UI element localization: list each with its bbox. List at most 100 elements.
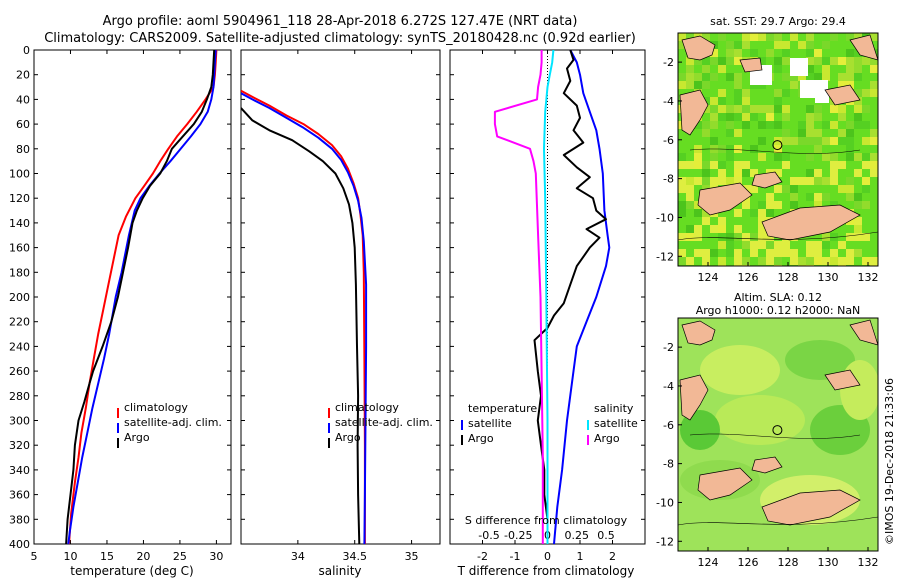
sst-cell (678, 201, 686, 209)
sst-cell (846, 57, 854, 65)
sst-cell (734, 225, 742, 233)
sst-cell (742, 169, 750, 177)
sst-cell (854, 225, 862, 233)
sst-cell (846, 145, 854, 153)
sst-cell (854, 193, 862, 201)
sst-cell (758, 225, 766, 233)
sst-cell (870, 161, 878, 169)
sst-cell (830, 177, 838, 185)
land-mass (739, 57, 763, 73)
sst-cell (822, 177, 830, 185)
sst-cell (854, 65, 862, 73)
sst-cell (694, 233, 702, 241)
sla-anomaly (840, 360, 878, 420)
sst-cell (718, 113, 726, 121)
sst-cell (806, 49, 814, 57)
sst-cell (846, 65, 854, 73)
argo-position-marker (772, 425, 783, 436)
sst-cell (750, 241, 758, 249)
sst-y-tick-label: -10 (656, 211, 674, 224)
sst-cell (830, 121, 838, 129)
sst-x-tick-label: 130 (818, 271, 839, 284)
salinity-legend: climatology satellite-adj. clim. Argo (328, 401, 433, 448)
sst-cell (830, 33, 838, 41)
sst-cell (846, 233, 854, 241)
sst-cell (774, 121, 782, 129)
sst-cell (726, 41, 734, 49)
sst-cell (870, 33, 878, 41)
sst-cell (678, 73, 686, 81)
sst-cell (814, 73, 822, 81)
depth-tick-label: 280 (9, 390, 30, 403)
sla-y-tick-label: -12 (656, 535, 674, 548)
argo-position-marker (772, 140, 783, 151)
sst-cell (710, 153, 718, 161)
header-line2: Climatology: CARS2009. Satellite-adjuste… (44, 31, 636, 46)
sst-cell (854, 153, 862, 161)
sst-cell (710, 161, 718, 169)
sst-cell (806, 33, 814, 41)
climatology-line (241, 89, 366, 544)
legend-label-t-argo: Argo (468, 432, 494, 445)
salinity-xlabel: salinity (318, 564, 361, 578)
sst-cell (710, 177, 718, 185)
sst-cell (742, 241, 750, 249)
sst-cell (830, 153, 838, 161)
sst-cell (694, 177, 702, 185)
sst-cell (822, 241, 830, 249)
depth-tick-label: 320 (9, 439, 30, 452)
sst-cell (862, 233, 870, 241)
sst-cell (846, 129, 854, 137)
sst-cell (710, 121, 718, 129)
sst-cell (766, 249, 774, 257)
cloud-gap (815, 95, 829, 103)
temperature-xlabel: temperature (deg C) (70, 564, 193, 578)
sst-cell (830, 201, 838, 209)
sst-cell (726, 57, 734, 65)
sst-cell (734, 177, 742, 185)
sst-cell (854, 57, 862, 65)
sst-cell (758, 121, 766, 129)
sst-cell (854, 97, 862, 105)
temperature-x-tick-label: 20 (136, 550, 150, 563)
sst-cell (862, 177, 870, 185)
sla-x-tick-label: 132 (858, 556, 879, 569)
sst-cell (694, 81, 702, 89)
sst-cell (686, 177, 694, 185)
salinity-argo-line (493, 50, 544, 544)
sst-cell (790, 177, 798, 185)
sst-cell (726, 121, 734, 129)
sst-cell (830, 57, 838, 65)
temperature-x-tick-label: 15 (100, 550, 114, 563)
bathymetry-contour (678, 516, 878, 526)
sla-map (678, 318, 878, 551)
sst-cell (694, 57, 702, 65)
sst-cell (686, 185, 694, 193)
sst-cell (870, 57, 878, 65)
sst-cell (742, 257, 750, 265)
sla-map-title-line2: Argo h1000: 0.12 h2000: NaN (696, 304, 861, 317)
sst-cell (678, 249, 686, 257)
sst-cell (782, 105, 790, 113)
sst-cell (846, 49, 854, 57)
sst-cell (742, 105, 750, 113)
salinity-x-tick-label: 34.5 (342, 550, 367, 563)
sst-cell (854, 49, 862, 57)
sst-cell (782, 241, 790, 249)
sst-cell (734, 73, 742, 81)
sst-cell (806, 121, 814, 129)
land-mass (751, 456, 783, 474)
difference-series (493, 50, 611, 544)
sst-cell (790, 137, 798, 145)
sst-cell (710, 105, 718, 113)
sst-cell (774, 169, 782, 177)
sst-cell (726, 105, 734, 113)
sst-cell (742, 41, 750, 49)
sst-cell (838, 257, 846, 265)
sla-x-tick-label: 124 (698, 556, 719, 569)
temperature-x-tick-label: 30 (209, 550, 223, 563)
land-mass (679, 374, 709, 421)
sst-cell (774, 153, 782, 161)
sst-cell (862, 137, 870, 145)
header-line1: Argo profile: aoml 5904961_118 28-Apr-20… (103, 14, 578, 29)
